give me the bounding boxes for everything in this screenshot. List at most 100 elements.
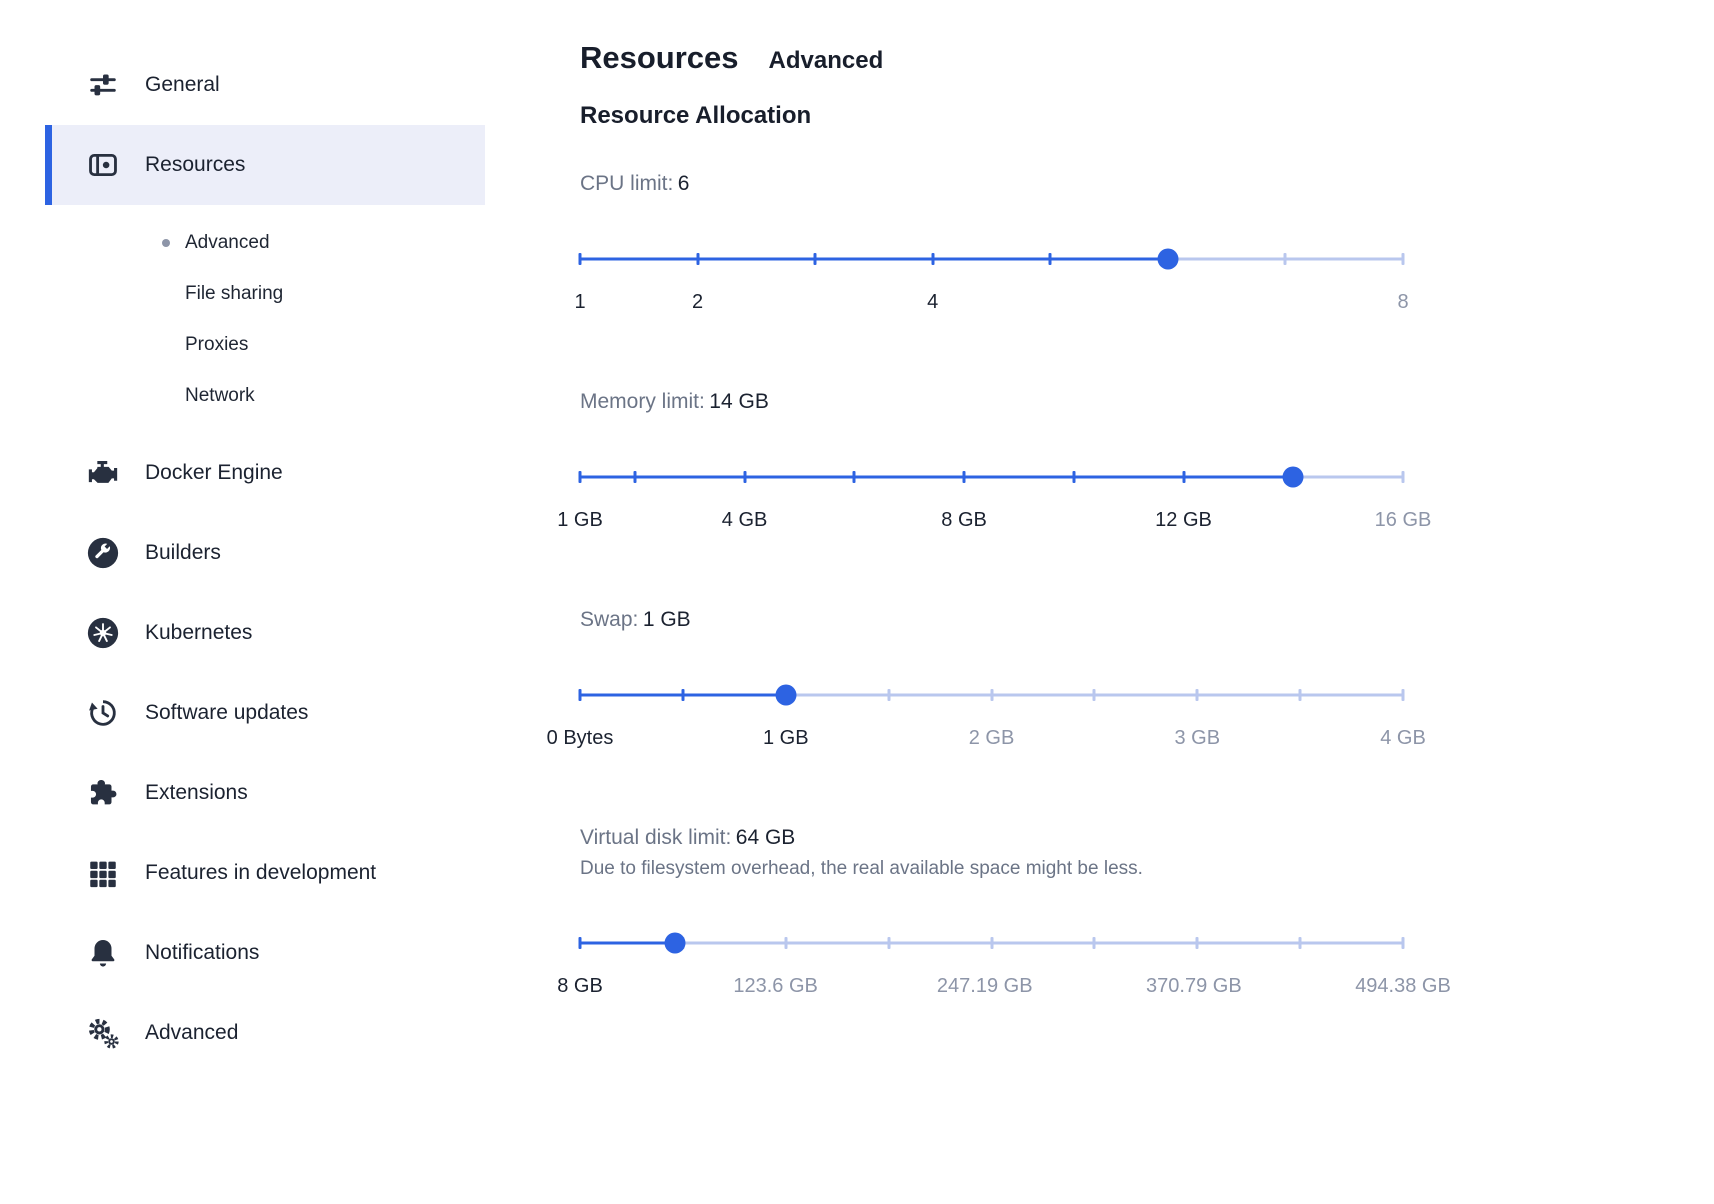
slider-tick: [887, 688, 891, 701]
sidebar-item-builders[interactable]: Builders: [45, 513, 485, 593]
slider-tick: [1283, 252, 1287, 265]
sidebar-item-label: Builders: [145, 541, 221, 564]
slider-tick: [743, 470, 747, 483]
slider-track-fill: [580, 475, 1294, 478]
slider-tick: [931, 252, 935, 265]
sidebar-item-extensions[interactable]: Extensions: [45, 753, 485, 833]
sidebar-subitem-proxies[interactable]: Proxies: [0, 319, 500, 370]
page-title: Resources: [580, 40, 739, 75]
virtual-disk-limit-setting: Virtual disk limit: 64 GB Due to filesyst…: [557, 826, 1714, 1074]
swap-label: Swap:: [580, 608, 639, 631]
slider-tick: [1401, 688, 1405, 701]
slider-tick: [1401, 252, 1405, 265]
memory-limit-caption: Memory limit: 14 GB: [580, 390, 1714, 414]
slider-tick-label: 494.38 GB: [1355, 975, 1451, 997]
slider-tick-label: 8 GB: [941, 509, 987, 531]
sidebar-item-label: Notifications: [145, 941, 260, 964]
slider-tick: [1298, 936, 1302, 949]
sidebar-subitem-label: Advanced: [185, 231, 270, 253]
swap-setting: Swap: 1 GB 0 Bytes 1 GB 2 GB 3 GB 4 GB: [547, 608, 1714, 826]
slider-tick-label: 12 GB: [1155, 509, 1212, 531]
sidebar-subitem-label: File sharing: [185, 282, 284, 304]
slider-tick: [1401, 936, 1405, 949]
slider-tick: [578, 252, 582, 265]
sidebar-item-kubernetes[interactable]: Kubernetes: [45, 593, 485, 673]
slider-tick-label: 4: [927, 291, 939, 313]
sidebar-item-label: Resources: [145, 153, 246, 176]
memory-limit-slider-handle[interactable]: [1282, 466, 1304, 487]
virtual-disk-limit-head: Virtual disk limit: 64 GB Due to filesyst…: [580, 826, 1714, 880]
swap-slider-handle[interactable]: [775, 684, 797, 705]
active-dot-icon: [162, 238, 170, 247]
slider-tick: [696, 252, 700, 265]
main-content: Resources Advanced Resource Allocation C…: [500, 0, 1714, 1204]
sidebar-subitem-label: Proxies: [185, 333, 249, 355]
section-title: Resource Allocation: [580, 102, 812, 129]
cpu-limit-label: CPU limit:: [580, 172, 674, 195]
slider-tick: [1048, 252, 1052, 265]
sidebar-item-label: Extensions: [145, 781, 248, 804]
slider-tick: [681, 688, 685, 701]
grid-icon: [85, 855, 121, 891]
sidebar-subitem-label: Network: [185, 384, 255, 406]
slider-tick: [1092, 688, 1096, 701]
wrench-icon: [85, 535, 121, 571]
bell-icon: [85, 935, 121, 971]
slider-tick: [578, 688, 582, 701]
sidebar-subitem-advanced[interactable]: Advanced: [0, 217, 500, 268]
sidebar-item-features-in-development[interactable]: Features in development: [45, 833, 485, 913]
sidebar-subitem-network[interactable]: Network: [0, 370, 500, 421]
virtual-disk-limit-caption: Virtual disk limit: 64 GB: [580, 826, 1714, 850]
sidebar-item-label: Features in development: [145, 861, 377, 884]
sidebar-item-docker-engine[interactable]: Docker Engine: [45, 433, 485, 513]
slider-tick: [887, 936, 891, 949]
slider-tick: [578, 470, 582, 483]
sidebar-item-advanced[interactable]: Advanced: [45, 993, 485, 1073]
swap-value: 1 GB: [642, 608, 691, 631]
slider-tick: [578, 936, 582, 949]
sidebar-item-general[interactable]: General: [45, 45, 485, 125]
slider-tick: [784, 936, 788, 949]
sidebar-item-resources[interactable]: Resources: [45, 125, 485, 205]
memory-limit-slider[interactable]: [578, 466, 1405, 487]
slider-tick: [962, 470, 966, 483]
sidebar-item-notifications[interactable]: Notifications: [45, 913, 485, 993]
swap-slider[interactable]: [578, 684, 1405, 705]
slider-tick-label: 2 GB: [968, 727, 1015, 749]
sliders-icon: [85, 67, 121, 103]
slider-tick-label: 8: [1397, 291, 1409, 313]
slider-tick-label: 0 Bytes: [546, 727, 614, 749]
slider-tick: [990, 936, 993, 949]
page-header: Resources Advanced: [580, 40, 1714, 76]
slider-tick-label: 1 GB: [762, 727, 809, 749]
slider-tick-label: 2: [692, 291, 704, 313]
slider-tick-label: 4 GB: [1380, 727, 1426, 749]
slider-tick-label: 4 GB: [721, 509, 768, 531]
sidebar-item-label: Kubernetes: [145, 621, 253, 644]
sidebar-item-software-updates[interactable]: Software updates: [45, 673, 485, 753]
cpu-limit-value: 6: [677, 172, 690, 195]
engine-icon: [85, 455, 121, 491]
page-subtitle: Advanced: [768, 47, 884, 74]
slider-tick-label: 3 GB: [1174, 727, 1221, 749]
memory-limit-label: Memory limit:: [580, 390, 705, 413]
virtual-disk-limit-slider[interactable]: [578, 932, 1405, 953]
slider-tick-label: 247.19 GB: [936, 975, 1033, 997]
slider-tick: [852, 470, 856, 483]
sidebar-subitem-file-sharing[interactable]: File sharing: [0, 268, 500, 319]
slider-tick: [1298, 688, 1302, 701]
sidebar-sublist-resources: Advanced File sharing Proxies Network: [0, 205, 500, 433]
virtual-disk-limit-slider-handle[interactable]: [664, 932, 686, 953]
slider-tick: [990, 688, 993, 701]
virtual-disk-limit-label: Virtual disk limit:: [580, 826, 732, 849]
cpu-limit-slider-handle[interactable]: [1157, 248, 1179, 269]
memory-limit-head: Memory limit: 14 GB: [580, 390, 1714, 414]
slider-tick-label: 370.79 GB: [1146, 975, 1242, 997]
cpu-limit-tick-labels: 1 2 4 8: [574, 291, 1408, 315]
cpu-limit-caption: CPU limit: 6: [580, 172, 1714, 196]
virtual-disk-limit-value: 64 GB: [735, 826, 796, 849]
sidebar-item-label: Software updates: [145, 701, 309, 724]
slider-tick-label: 8 GB: [557, 975, 603, 997]
cpu-limit-slider[interactable]: [578, 248, 1405, 269]
